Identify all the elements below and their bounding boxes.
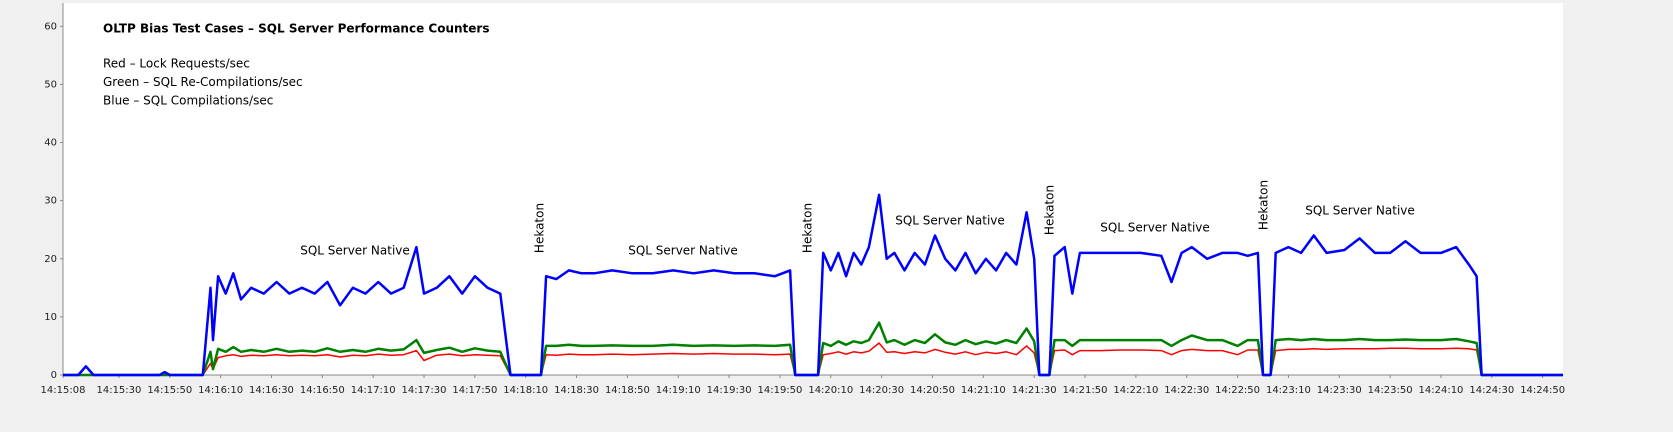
annotation: Hekaton	[801, 203, 815, 253]
x-tick-label: 14:22:30	[1164, 385, 1209, 396]
series-line	[63, 193, 1563, 377]
y-tick-label: 20	[44, 254, 57, 265]
annotation: SQL Server Native	[300, 244, 410, 258]
annotation: Hekaton	[1043, 185, 1057, 235]
chart-title: OLTP Bias Test Cases – SQL Server Perfor…	[103, 22, 489, 36]
annotation: SQL Server Native	[895, 214, 1005, 228]
x-tick-label: 14:21:50	[1063, 385, 1108, 396]
x-tick-label: 14:17:10	[351, 385, 396, 396]
annotation: SQL Server Native	[628, 244, 738, 258]
x-tick-label: 14:21:10	[961, 385, 1006, 396]
x-tick-label: 14:16:50	[300, 385, 345, 396]
x-tick-label: 14:20:10	[808, 385, 853, 396]
x-tick-label: 14:17:30	[402, 385, 447, 396]
x-tick-label: 14:24:30	[1469, 385, 1514, 396]
y-tick-label: 0	[51, 370, 57, 381]
x-tick-label: 14:19:30	[707, 385, 752, 396]
x-tick-label: 14:22:10	[1113, 385, 1158, 396]
x-tick-label: 14:20:50	[910, 385, 955, 396]
x-tick-label: 14:23:10	[1266, 385, 1311, 396]
annotation: Hekaton	[533, 203, 547, 253]
x-tick-label: 14:21:30	[1012, 385, 1057, 396]
x-tick-label: 14:20:30	[859, 385, 904, 396]
x-tick-label: 14:24:10	[1419, 385, 1464, 396]
y-tick-label: 50	[44, 79, 57, 90]
y-tick-label: 30	[44, 196, 57, 207]
annotation: SQL Server Native	[1100, 221, 1210, 235]
y-tick-label: 40	[44, 138, 57, 149]
legend-label: Green – SQL Re-Compilations/sec	[103, 75, 303, 89]
x-tick-label: 14:18:50	[605, 385, 650, 396]
series-line	[63, 321, 1563, 377]
x-tick-label: 14:17:50	[452, 385, 497, 396]
x-tick-label: 14:15:50	[147, 385, 192, 396]
plot-area	[63, 3, 1563, 375]
x-tick-label: 14:19:10	[656, 385, 701, 396]
legend-label: Blue – SQL Compilations/sec	[103, 94, 273, 108]
x-tick-label: 14:19:50	[757, 385, 802, 396]
series-line	[63, 342, 1563, 376]
x-tick-label: 14:22:50	[1215, 385, 1260, 396]
y-tick-label: 10	[44, 312, 57, 323]
y-tick-label: 60	[44, 21, 57, 32]
x-tick-label: 14:18:10	[503, 385, 548, 396]
x-tick-label: 14:18:30	[554, 385, 599, 396]
x-tick-label: 14:15:30	[96, 385, 141, 396]
x-tick-label: 14:23:30	[1317, 385, 1362, 396]
x-tick-label: 14:15:08	[41, 385, 86, 396]
x-tick-label: 14:23:50	[1368, 385, 1413, 396]
legend-label: Red – Lock Requests/sec	[103, 57, 250, 71]
x-tick-label: 14:16:10	[198, 385, 243, 396]
x-tick-label: 14:16:30	[249, 385, 294, 396]
x-tick-label: 14:24:50	[1520, 385, 1565, 396]
annotation: Hekaton	[1257, 180, 1271, 230]
annotation: SQL Server Native	[1305, 204, 1415, 218]
